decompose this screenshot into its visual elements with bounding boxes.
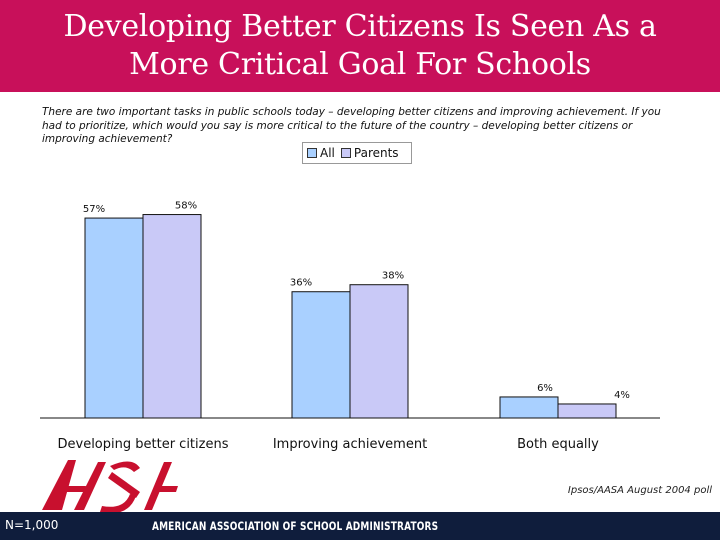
legend-label-parents: Parents [353,146,399,160]
page-title: Developing Better Citizens Is Seen As a … [63,9,657,82]
bar-chart: 57% 58% Developing better citizens 36% 38% Im… [40,201,660,452]
bar-parents-2 [349,284,409,419]
data-label-all-2: 36% [290,278,312,289]
source-note: Ipsos/AASA August 2004 poll [567,485,712,496]
legend-item-all: All [307,146,335,160]
title-bar: Developing Better Citizens Is Seen As a … [0,0,720,92]
aasa-logo [40,452,180,526]
data-label-parents-2: 38% [382,271,404,282]
organization-name: AMERICAN ASSOCIATION OF SCHOOL ADMINISTR… [152,519,439,533]
legend-item-parents: Parents [340,146,399,160]
data-label-parents-1: 58% [175,201,197,212]
aasa-logo-icon [42,460,178,514]
data-label-all-3: 6% [537,383,553,394]
category-label-3: Both equally [517,437,599,452]
bar-all-2 [291,291,351,419]
bar-all-3 [499,396,559,419]
legend-swatch-all [307,148,317,158]
sample-size-label: N=1,000 [5,518,59,532]
data-label-parents-3: 4% [614,390,630,401]
legend-label-all: All [320,146,335,160]
bar-all-1 [84,217,144,419]
chart-legend: All Parents [302,142,412,164]
data-label-all-1: 57% [83,204,105,215]
legend-swatch-parents [340,148,351,158]
category-label-2: Improving achievement [273,437,427,452]
bar-parents-1 [142,214,202,419]
bar-parents-3 [557,403,617,419]
footer-bar [0,512,720,540]
survey-question: There are two important tasks in public … [42,106,661,145]
category-label-1: Developing better citizens [58,437,229,452]
